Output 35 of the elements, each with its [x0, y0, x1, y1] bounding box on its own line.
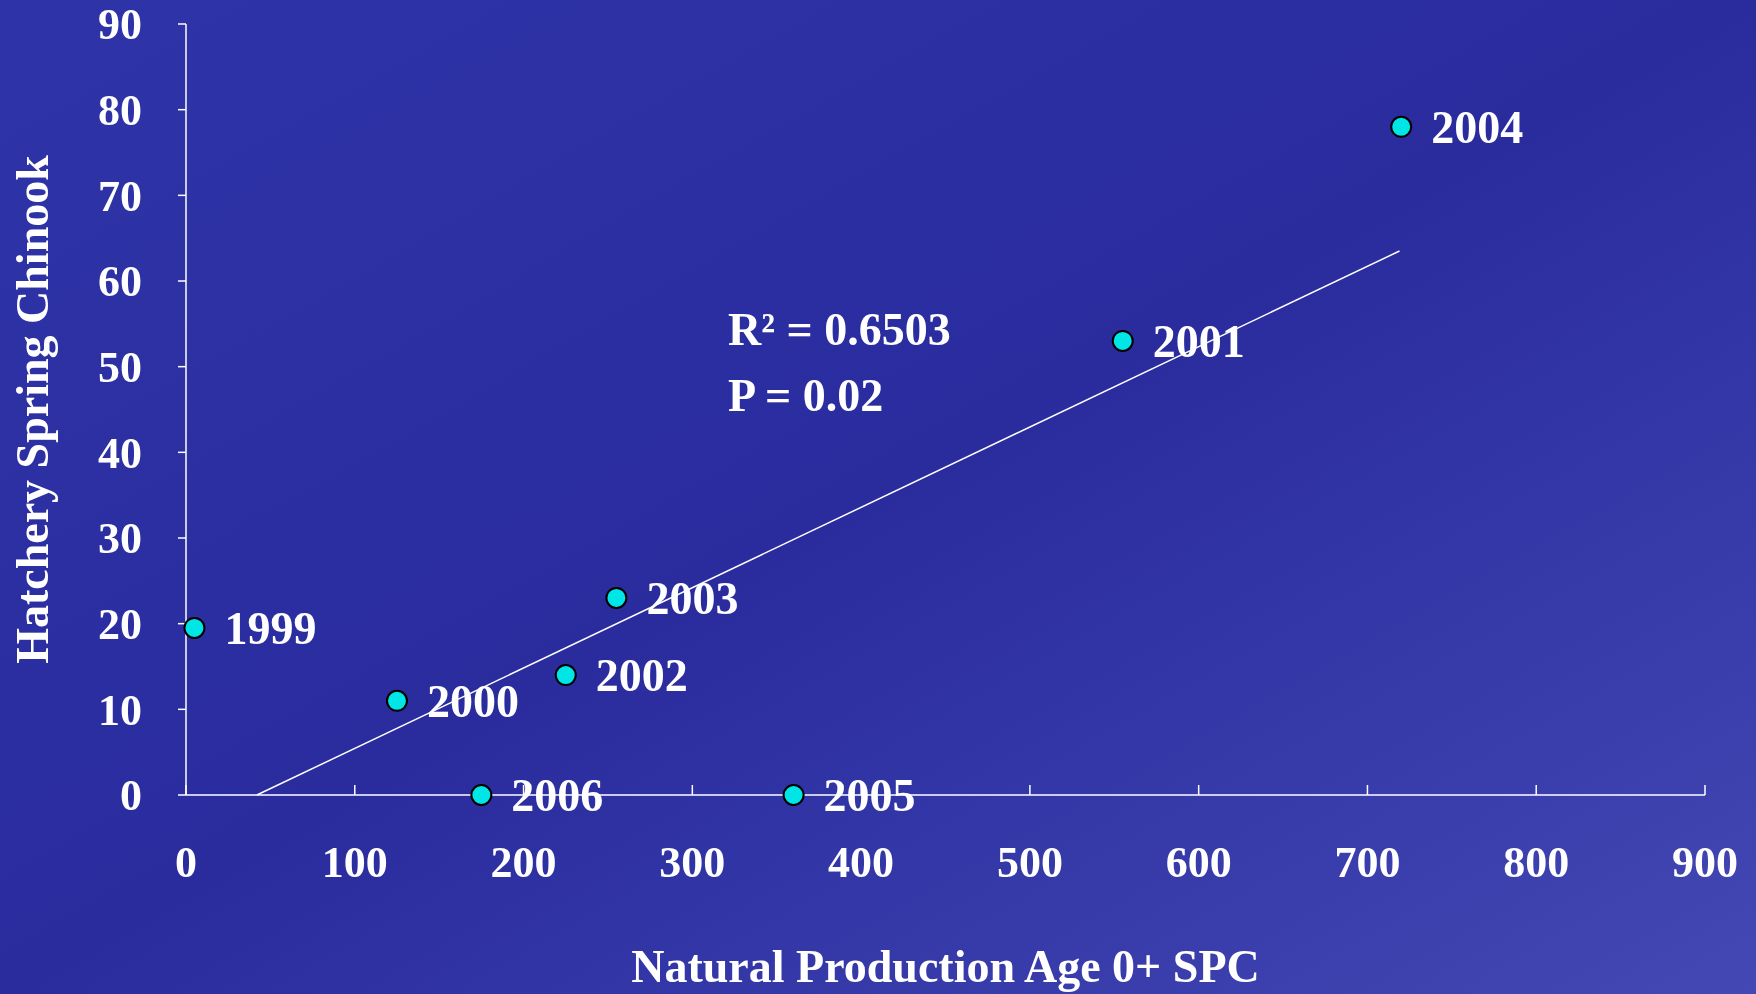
- point: [385, 689, 408, 712]
- y-tick-label: 50: [98, 343, 142, 393]
- y-tick-label: 70: [98, 171, 142, 221]
- y-tick-label: 0: [120, 771, 142, 821]
- annotation: R² = 0.6503: [728, 304, 951, 355]
- annotation: 2002: [595, 650, 688, 702]
- y-axis-title: Hatchery Spring Chinook: [7, 154, 58, 664]
- x-tick-label: 800: [1503, 838, 1570, 887]
- x-tick-label: 600: [1165, 838, 1232, 887]
- point: [1111, 329, 1134, 352]
- y-tick-label: 90: [98, 0, 142, 50]
- x-tick-label: 300: [659, 838, 726, 887]
- annotation: P = 0.02: [728, 370, 884, 421]
- point: [470, 784, 493, 806]
- point: [1390, 115, 1413, 138]
- x-tick-label: 700: [1334, 838, 1401, 887]
- y-tick-label: 20: [98, 600, 142, 650]
- y-tick-label: 40: [98, 428, 142, 478]
- point: [782, 784, 805, 806]
- y-tick-label: 30: [98, 514, 142, 564]
- point: [183, 616, 206, 639]
- x-tick-label: 900: [1672, 838, 1738, 887]
- annotation: 2004: [1431, 101, 1524, 153]
- x-tick-label: 400: [828, 838, 895, 887]
- y-tick-label: 60: [98, 257, 142, 307]
- point: [554, 664, 577, 687]
- x-tick-label: 0: [175, 838, 197, 887]
- y-tick-label: 80: [98, 86, 142, 136]
- x-tick-label: 100: [321, 838, 388, 887]
- x-axis-title: Natural Production Age 0+ SPC: [631, 941, 1260, 992]
- x-tick-label: 200: [490, 838, 557, 887]
- x-tick-label: 500: [996, 838, 1063, 887]
- annotation: 1999: [224, 602, 317, 654]
- point: [605, 586, 628, 609]
- y-tick-label: 10: [98, 685, 142, 735]
